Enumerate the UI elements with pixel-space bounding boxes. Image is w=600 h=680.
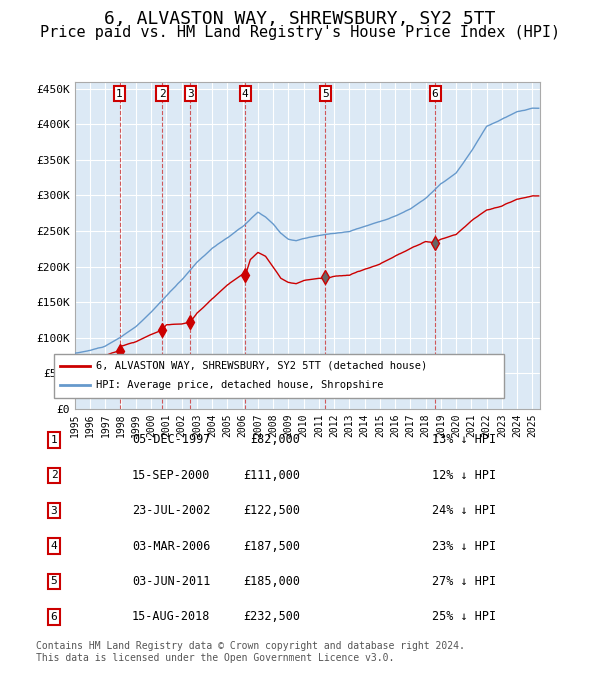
Text: 1: 1: [116, 88, 123, 99]
Text: 25% ↓ HPI: 25% ↓ HPI: [432, 610, 496, 624]
Text: 6: 6: [432, 88, 439, 99]
Text: 13% ↓ HPI: 13% ↓ HPI: [432, 433, 496, 447]
Text: 5: 5: [50, 577, 58, 586]
Text: 3: 3: [187, 88, 194, 99]
Text: Price paid vs. HM Land Registry's House Price Index (HPI): Price paid vs. HM Land Registry's House …: [40, 25, 560, 40]
Text: £122,500: £122,500: [243, 504, 300, 517]
Text: 3: 3: [50, 506, 58, 515]
Text: 24% ↓ HPI: 24% ↓ HPI: [432, 504, 496, 517]
Text: £187,500: £187,500: [243, 539, 300, 553]
Text: 4: 4: [50, 541, 58, 551]
Text: 1: 1: [50, 435, 58, 445]
Text: 23-JUL-2002: 23-JUL-2002: [132, 504, 211, 517]
Text: £185,000: £185,000: [243, 575, 300, 588]
Text: 2: 2: [158, 88, 166, 99]
Text: 4: 4: [242, 88, 248, 99]
Text: 12% ↓ HPI: 12% ↓ HPI: [432, 469, 496, 482]
Text: 03-MAR-2006: 03-MAR-2006: [132, 539, 211, 553]
Text: £82,000: £82,000: [250, 433, 300, 447]
Text: 6, ALVASTON WAY, SHREWSBURY, SY2 5TT (detached house): 6, ALVASTON WAY, SHREWSBURY, SY2 5TT (de…: [96, 361, 427, 371]
Text: HPI: Average price, detached house, Shropshire: HPI: Average price, detached house, Shro…: [96, 380, 383, 390]
Text: Contains HM Land Registry data © Crown copyright and database right 2024.: Contains HM Land Registry data © Crown c…: [36, 641, 465, 651]
Text: 2: 2: [50, 471, 58, 480]
Text: £111,000: £111,000: [243, 469, 300, 482]
Text: 5: 5: [322, 88, 329, 99]
Text: 27% ↓ HPI: 27% ↓ HPI: [432, 575, 496, 588]
Text: 6, ALVASTON WAY, SHREWSBURY, SY2 5TT: 6, ALVASTON WAY, SHREWSBURY, SY2 5TT: [104, 10, 496, 28]
Text: 15-AUG-2018: 15-AUG-2018: [132, 610, 211, 624]
Text: 03-JUN-2011: 03-JUN-2011: [132, 575, 211, 588]
Text: This data is licensed under the Open Government Licence v3.0.: This data is licensed under the Open Gov…: [36, 653, 394, 663]
Text: 05-DEC-1997: 05-DEC-1997: [132, 433, 211, 447]
Text: 23% ↓ HPI: 23% ↓ HPI: [432, 539, 496, 553]
Text: £232,500: £232,500: [243, 610, 300, 624]
Text: 15-SEP-2000: 15-SEP-2000: [132, 469, 211, 482]
Text: 6: 6: [50, 612, 58, 622]
